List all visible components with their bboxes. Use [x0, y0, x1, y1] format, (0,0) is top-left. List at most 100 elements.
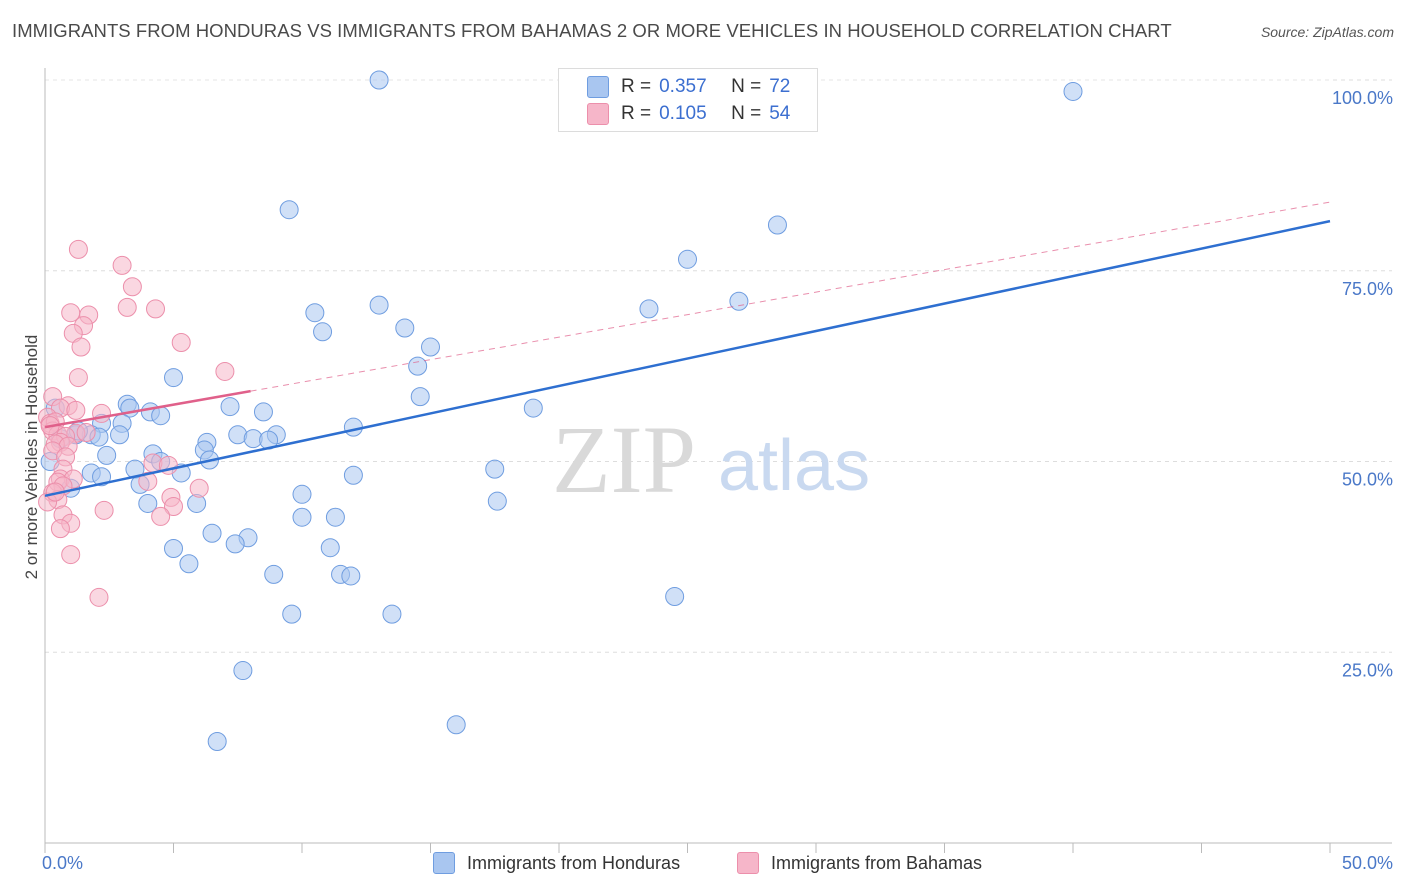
point-honduras	[305, 303, 325, 323]
axis-layer: 25.0% 50.0% 75.0% 100.0%	[44, 68, 1393, 853]
point-bahamas	[151, 506, 171, 526]
legend-n-label: N =	[731, 103, 762, 124]
bottom-legend-bahamas: Immigrants from Bahamas	[737, 852, 982, 874]
point-honduras	[421, 337, 440, 357]
watermark-atlas: atlas	[718, 426, 870, 506]
trendline-bahamas-dashed	[250, 201, 1331, 392]
legend-row-bahamas: R = 0.105 N = 54	[587, 101, 790, 127]
points-layer	[38, 70, 1083, 752]
y-tick-label: 100.0%	[1332, 88, 1393, 108]
point-honduras	[639, 299, 659, 319]
point-bahamas	[94, 500, 114, 520]
point-honduras	[320, 538, 340, 558]
point-honduras	[179, 554, 199, 574]
legend-n-value-bahamas: 54	[769, 103, 791, 124]
point-honduras	[282, 604, 302, 624]
legend-row-honduras: R = 0.357 N = 72	[587, 74, 790, 100]
legend-r-label: R =	[621, 76, 652, 97]
point-honduras	[369, 70, 389, 90]
legend-swatch-bahamas	[587, 103, 609, 125]
point-bahamas	[171, 332, 191, 352]
point-bahamas	[117, 297, 137, 317]
point-honduras	[325, 507, 345, 527]
point-honduras	[395, 318, 415, 338]
point-bahamas	[146, 299, 166, 319]
point-bahamas	[92, 403, 112, 423]
trendline-honduras	[44, 219, 1331, 498]
point-bahamas	[68, 239, 88, 259]
point-honduras	[253, 402, 273, 422]
point-honduras	[138, 493, 158, 513]
point-honduras	[523, 398, 543, 418]
y-tick-label: 50.0%	[1342, 470, 1393, 490]
point-honduras	[164, 368, 183, 388]
point-honduras	[264, 564, 284, 584]
point-honduras	[164, 538, 183, 558]
point-honduras	[369, 295, 389, 315]
point-honduras	[665, 587, 685, 607]
point-honduras	[233, 661, 253, 681]
legend-r-value-bahamas: 0.105	[659, 103, 707, 124]
point-bahamas	[61, 545, 81, 565]
point-bahamas	[215, 361, 235, 381]
point-bahamas	[76, 423, 96, 443]
legend-n-label: N =	[731, 76, 762, 97]
watermark-zip: ZIP	[552, 406, 696, 513]
point-bahamas	[71, 337, 91, 357]
point-honduras	[446, 715, 466, 735]
point-honduras	[207, 732, 227, 752]
point-honduras	[341, 566, 361, 586]
legend-r-value-honduras: 0.357	[659, 76, 707, 97]
point-honduras	[292, 484, 312, 504]
point-honduras	[767, 215, 787, 235]
point-bahamas	[138, 471, 158, 491]
correlation-legend: R = 0.357 N = 72 R = 0.105 N = 54	[558, 68, 818, 132]
point-bahamas	[89, 587, 109, 607]
point-bahamas	[66, 400, 86, 420]
y-tick-label: 25.0%	[1342, 660, 1393, 680]
point-honduras	[202, 523, 222, 543]
point-honduras	[382, 604, 402, 624]
point-honduras	[220, 397, 240, 417]
bottom-legend-swatch-honduras	[433, 852, 455, 874]
point-honduras	[729, 291, 749, 311]
point-honduras	[151, 406, 171, 426]
point-honduras	[678, 249, 697, 269]
bottom-legend-swatch-bahamas	[737, 852, 759, 874]
point-honduras	[97, 445, 117, 465]
watermark: ZIP atlas	[552, 406, 870, 513]
point-bahamas	[189, 478, 209, 498]
point-honduras	[487, 491, 507, 511]
point-bahamas	[122, 277, 142, 297]
point-bahamas	[50, 519, 70, 539]
trendline-bahamas-solid	[44, 389, 251, 429]
point-honduras	[110, 425, 130, 445]
grid-layer	[45, 79, 1392, 653]
point-honduras	[343, 465, 363, 485]
point-honduras	[485, 459, 505, 479]
point-honduras	[1063, 81, 1083, 101]
point-honduras	[225, 534, 245, 554]
point-honduras	[343, 417, 363, 437]
bottom-legend-label-bahamas: Immigrants from Bahamas	[771, 852, 983, 873]
point-bahamas	[112, 255, 132, 275]
legend-swatch-honduras	[587, 76, 609, 98]
y-tick-label: 75.0%	[1342, 279, 1393, 299]
bottom-legend-label-honduras: Immigrants from Honduras	[467, 852, 681, 873]
point-honduras	[292, 507, 312, 527]
point-honduras	[92, 467, 112, 487]
point-bahamas	[68, 368, 88, 388]
legend-r-label: R =	[621, 103, 652, 124]
chart-source: Source: ZipAtlas.com	[1260, 24, 1394, 40]
bottom-legend-honduras: Immigrants from Honduras	[433, 852, 680, 874]
point-bahamas	[164, 497, 183, 517]
trend-layer	[44, 201, 1331, 498]
point-honduras	[313, 322, 333, 342]
point-honduras	[410, 387, 430, 407]
x-tick-label-max: 50.0%	[1342, 853, 1393, 873]
point-honduras	[408, 356, 428, 376]
chart-title: IMMIGRANTS FROM HONDURAS VS IMMIGRANTS F…	[12, 20, 1172, 41]
legend-n-value-honduras: 72	[769, 76, 791, 97]
point-honduras	[279, 200, 299, 220]
